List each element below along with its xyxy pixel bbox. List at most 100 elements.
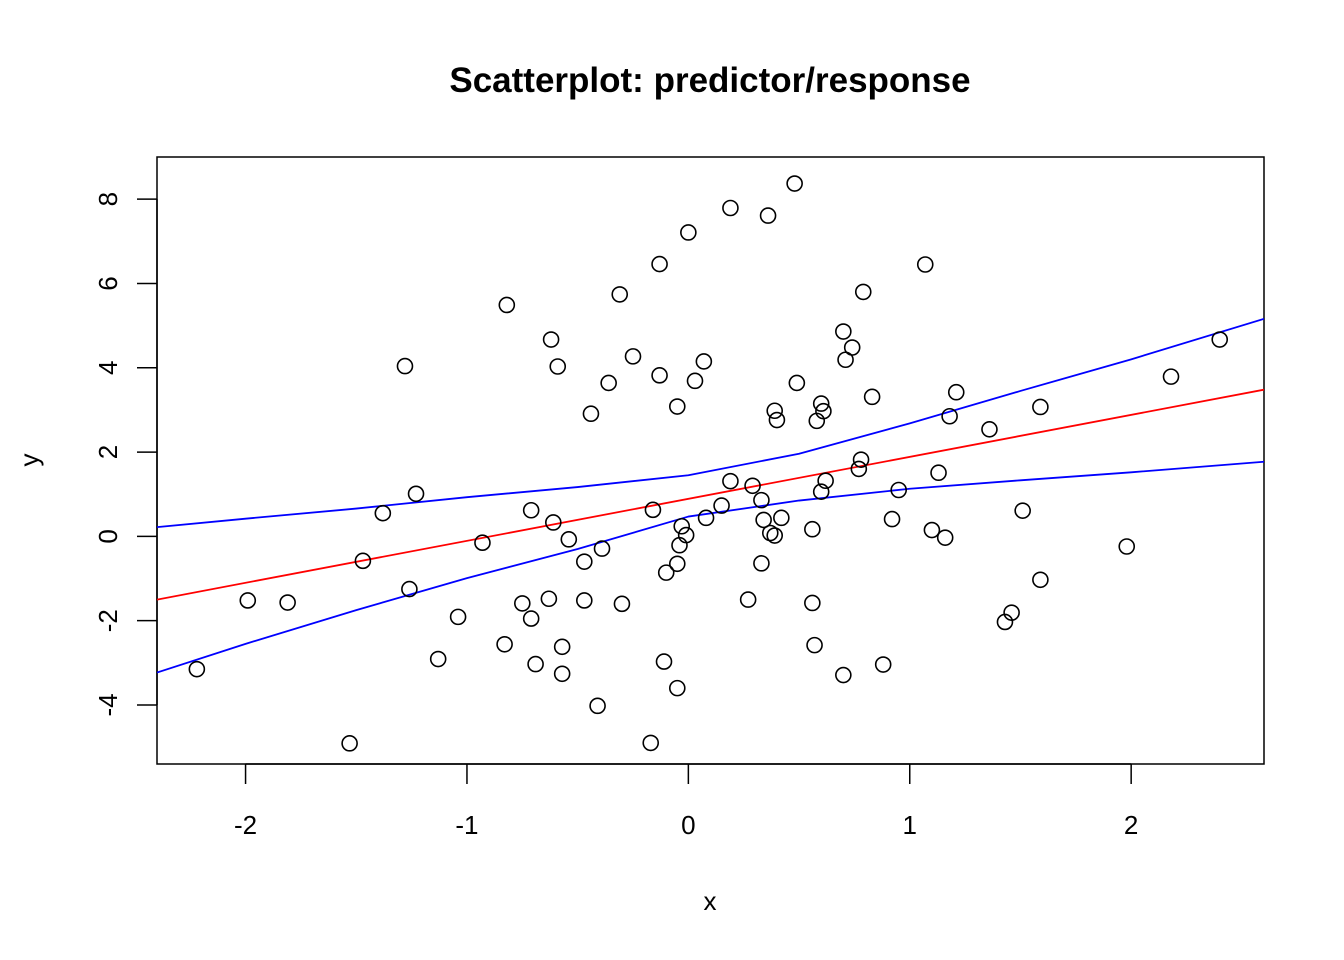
data-point	[713, 497, 730, 514]
data-point	[744, 477, 761, 495]
data-point	[761, 524, 779, 542]
plot-area-border	[156, 156, 1265, 765]
data-point	[279, 594, 296, 611]
plot-content	[157, 175, 1264, 752]
data-point	[883, 510, 901, 528]
x-tick-label: -2	[234, 810, 257, 840]
data-point	[817, 472, 834, 490]
data-point	[768, 411, 786, 429]
data-point	[854, 283, 872, 301]
data-point	[673, 517, 691, 535]
data-point	[496, 635, 513, 653]
data-point	[474, 534, 491, 551]
data-point	[981, 421, 998, 438]
data-point	[788, 374, 806, 392]
x-tick-label: 2	[1124, 810, 1138, 840]
data-point	[374, 504, 392, 522]
data-point	[697, 509, 715, 527]
data-point	[804, 594, 821, 612]
data-point	[941, 407, 958, 425]
data-point	[722, 472, 739, 490]
data-point	[753, 555, 770, 572]
data-point	[1032, 398, 1049, 416]
data-point	[874, 656, 892, 673]
data-point	[642, 734, 660, 752]
lower-confidence-line	[157, 460, 1264, 674]
data-point	[1118, 538, 1136, 555]
data-point	[786, 175, 803, 192]
y-axis: -4 -2 0 2 4 6 8	[93, 192, 158, 717]
data-point	[686, 372, 704, 390]
data-point	[916, 256, 934, 273]
data-point	[815, 402, 832, 420]
data-point	[341, 735, 358, 752]
data-point	[680, 224, 697, 241]
data-point	[1162, 368, 1180, 385]
data-point	[722, 199, 739, 217]
data-point	[852, 451, 870, 468]
data-point	[545, 514, 562, 531]
data-point	[239, 592, 257, 609]
data-point	[759, 207, 777, 224]
data-point	[522, 501, 540, 519]
data-point	[1032, 571, 1049, 589]
data-point	[576, 592, 593, 609]
data-point	[755, 511, 772, 529]
data-point	[188, 660, 206, 678]
x-tick-label: 0	[681, 810, 695, 840]
data-point	[540, 590, 558, 608]
data-point	[668, 555, 686, 573]
data-point	[644, 501, 662, 519]
data-point	[624, 348, 642, 365]
data-point	[753, 491, 770, 509]
data-point	[677, 526, 695, 544]
x-tick-label: 1	[903, 810, 917, 840]
data-point	[553, 665, 571, 683]
y-tick-label: 6	[93, 276, 123, 290]
data-point	[773, 509, 790, 527]
data-point	[651, 367, 668, 384]
y-tick-label: -2	[93, 609, 123, 632]
data-point	[542, 331, 560, 348]
data-point	[766, 527, 784, 544]
data-point	[739, 591, 757, 608]
data-point	[611, 286, 629, 303]
data-point	[354, 552, 372, 570]
y-tick-label: -4	[93, 693, 123, 716]
data-point	[655, 653, 673, 670]
data-point	[651, 255, 668, 273]
y-tick-label: 4	[93, 361, 123, 375]
data-point	[613, 595, 631, 613]
data-point	[549, 358, 567, 375]
data-points	[188, 175, 1229, 752]
data-point	[1211, 331, 1229, 348]
data-point	[498, 296, 516, 314]
data-point	[695, 353, 713, 370]
data-point	[560, 531, 578, 548]
data-point	[890, 481, 907, 499]
data-point	[668, 398, 686, 415]
data-point	[936, 529, 954, 546]
data-point	[863, 388, 881, 406]
data-point	[429, 650, 447, 668]
data-point	[600, 374, 617, 392]
data-point	[947, 383, 965, 401]
data-point	[923, 521, 941, 539]
data-point	[593, 540, 611, 557]
data-point	[668, 679, 686, 697]
data-point	[401, 580, 418, 598]
data-point	[514, 595, 531, 612]
data-point	[657, 564, 675, 581]
data-point	[522, 610, 540, 627]
data-point	[804, 520, 821, 538]
data-point	[576, 553, 593, 570]
y-tick-label: 8	[93, 192, 123, 206]
x-axis-label: x	[704, 886, 717, 916]
data-point	[812, 395, 830, 412]
data-point	[835, 323, 852, 340]
data-point	[835, 666, 852, 684]
y-tick-label: 0	[93, 529, 123, 543]
chart-title: Scatterplot: predictor/response	[449, 61, 970, 100]
upper-confidence-line	[157, 318, 1264, 528]
